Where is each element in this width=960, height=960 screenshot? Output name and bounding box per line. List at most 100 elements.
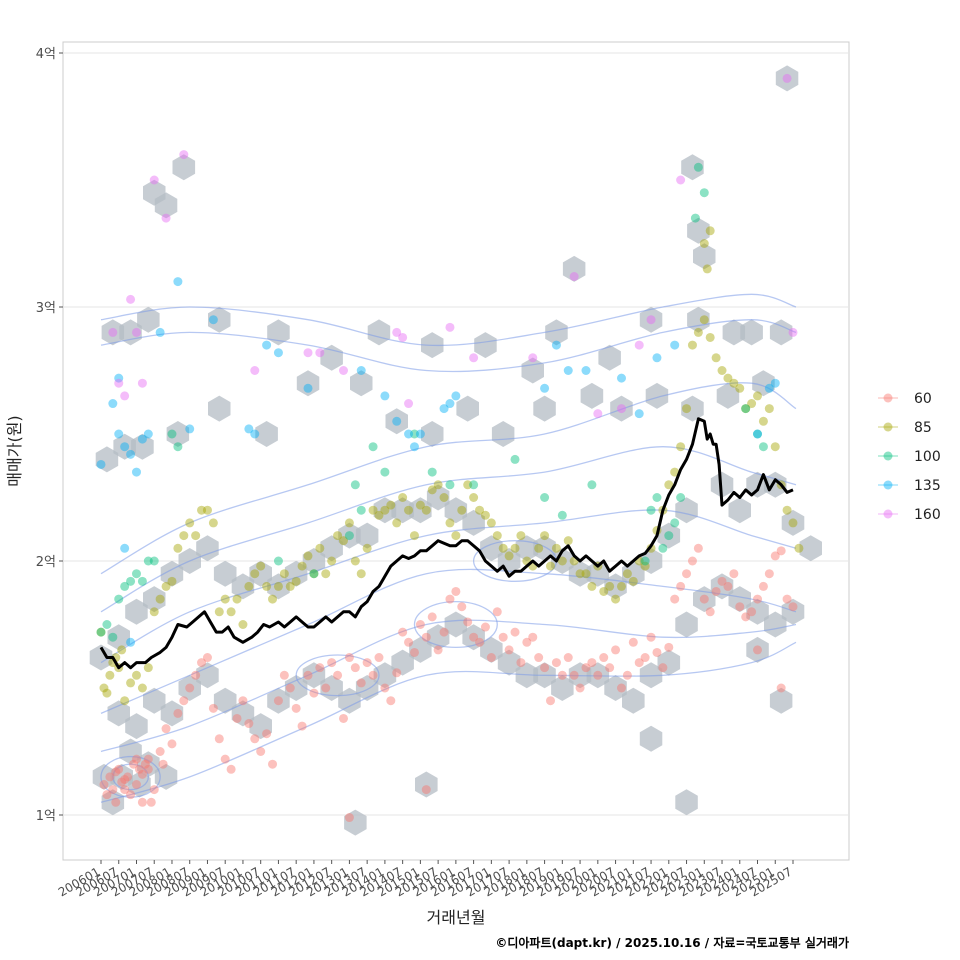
data-point-100 <box>664 531 674 541</box>
data-point-85 <box>788 518 798 528</box>
data-point-85 <box>764 404 774 414</box>
data-point-60 <box>291 703 301 713</box>
data-point-85 <box>297 561 307 571</box>
scatter-points <box>96 73 804 823</box>
data-point-60 <box>646 632 656 642</box>
data-point-60 <box>670 594 680 604</box>
data-point-85 <box>486 518 496 528</box>
data-point-60 <box>788 602 798 612</box>
data-point-85 <box>105 670 115 680</box>
data-point-60 <box>735 602 745 612</box>
data-point-60 <box>149 785 159 795</box>
data-point-160 <box>179 150 189 160</box>
data-point-100 <box>540 493 550 502</box>
hex-bin <box>92 763 116 790</box>
data-point-135 <box>770 378 780 388</box>
data-point-60 <box>114 764 124 774</box>
data-point-85 <box>782 505 792 515</box>
data-point-135 <box>451 391 461 401</box>
data-point-85 <box>664 480 674 490</box>
data-point-85 <box>687 340 697 350</box>
hex-bin <box>657 522 681 549</box>
data-point-60 <box>457 602 467 612</box>
data-point-85 <box>693 327 703 337</box>
hex-bin <box>722 319 746 346</box>
data-point-60 <box>99 780 109 790</box>
data-point-100 <box>670 518 680 528</box>
data-point-85 <box>131 670 141 680</box>
data-point-60 <box>486 653 496 663</box>
data-point-85 <box>753 391 763 401</box>
data-point-135 <box>114 429 124 439</box>
data-point-60 <box>126 790 136 800</box>
data-point-100 <box>309 569 319 579</box>
data-point-85 <box>208 518 218 528</box>
data-point-60 <box>356 678 366 688</box>
data-point-60 <box>729 569 739 579</box>
data-point-60 <box>504 645 514 655</box>
data-point-135 <box>173 277 183 287</box>
data-point-85 <box>622 569 632 579</box>
data-point-135 <box>108 399 118 409</box>
data-point-60 <box>303 670 313 680</box>
data-point-60 <box>687 556 697 566</box>
hex-bin <box>693 243 716 270</box>
hex-bin <box>196 662 219 689</box>
data-point-135 <box>155 327 165 337</box>
data-point-85 <box>315 543 325 553</box>
hex-bin <box>775 65 799 92</box>
data-point-100 <box>753 429 763 439</box>
density-contour <box>100 568 797 714</box>
plot-area <box>62 41 850 861</box>
data-point-135 <box>581 366 591 375</box>
data-point-85 <box>616 581 626 591</box>
data-point-60 <box>392 668 402 678</box>
data-point-160 <box>108 327 118 337</box>
data-point-135 <box>409 442 419 452</box>
legend-key-point <box>883 393 893 403</box>
data-point-85 <box>191 531 201 541</box>
legend-key-point <box>883 422 893 432</box>
data-point-60 <box>268 759 278 769</box>
hex-bin <box>551 548 574 574</box>
data-point-60 <box>309 688 319 698</box>
hex-bin <box>267 319 290 346</box>
data-point-60 <box>427 612 437 622</box>
data-point-135 <box>120 442 130 452</box>
data-point-135 <box>415 429 425 439</box>
data-point-60 <box>350 663 360 673</box>
data-point-60 <box>111 767 121 777</box>
data-point-85 <box>433 480 443 490</box>
data-point-160 <box>149 175 159 185</box>
data-point-60 <box>445 594 455 604</box>
data-point-60 <box>628 637 638 647</box>
data-point-60 <box>682 569 692 579</box>
data-point-85 <box>161 581 171 591</box>
hex-bin <box>740 319 763 346</box>
data-point-85 <box>546 561 556 571</box>
density-contour <box>100 641 797 803</box>
data-point-135 <box>208 315 218 325</box>
data-point-85 <box>362 543 372 553</box>
data-point-160 <box>120 391 130 401</box>
data-point-60 <box>717 576 727 586</box>
data-point-85 <box>475 505 485 515</box>
data-point-85 <box>581 569 591 579</box>
hex-bin <box>444 611 468 638</box>
data-point-85 <box>99 683 109 693</box>
data-point-60 <box>723 581 733 591</box>
data-point-100 <box>510 454 520 464</box>
data-point-160 <box>646 315 656 325</box>
hex-bin <box>728 497 751 524</box>
data-point-85 <box>699 315 709 325</box>
data-point-135 <box>185 424 195 434</box>
data-point-85 <box>717 366 727 375</box>
data-point-85 <box>232 594 242 604</box>
data-point-100 <box>368 442 378 452</box>
data-point-135 <box>563 366 573 375</box>
caption: ©디아파트(dapt.kr) / 2025.10.16 / 자료=국토교통부 실… <box>495 935 849 950</box>
data-point-85 <box>291 576 301 586</box>
data-point-60 <box>143 764 153 774</box>
data-point-85 <box>356 569 366 579</box>
hex-bin <box>415 771 438 798</box>
